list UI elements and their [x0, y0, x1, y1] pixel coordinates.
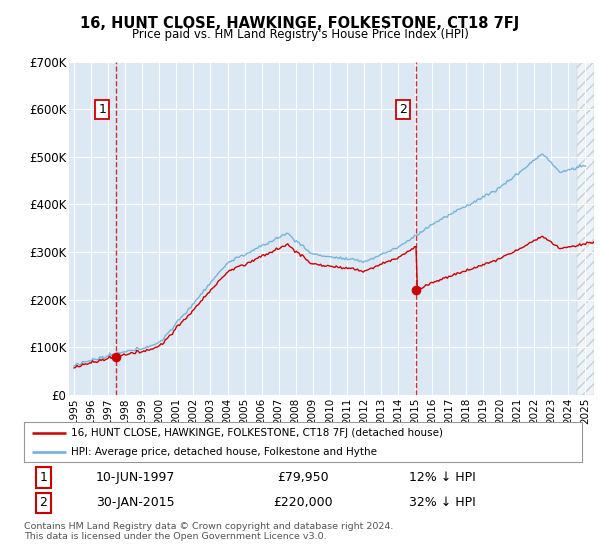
Text: Price paid vs. HM Land Registry's House Price Index (HPI): Price paid vs. HM Land Registry's House …	[131, 28, 469, 41]
Text: £220,000: £220,000	[273, 496, 333, 510]
Text: 16, HUNT CLOSE, HAWKINGE, FOLKESTONE, CT18 7FJ (detached house): 16, HUNT CLOSE, HAWKINGE, FOLKESTONE, CT…	[71, 428, 443, 438]
Text: 2: 2	[399, 102, 407, 116]
Bar	[577, 62, 594, 395]
Text: £79,950: £79,950	[277, 471, 329, 484]
Text: Contains HM Land Registry data © Crown copyright and database right 2024.
This d: Contains HM Land Registry data © Crown c…	[24, 522, 394, 542]
Text: 32% ↓ HPI: 32% ↓ HPI	[409, 496, 476, 510]
Text: 10-JUN-1997: 10-JUN-1997	[96, 471, 175, 484]
Text: 2: 2	[40, 496, 47, 510]
Text: 12% ↓ HPI: 12% ↓ HPI	[409, 471, 476, 484]
Text: 1: 1	[40, 471, 47, 484]
Text: 30-JAN-2015: 30-JAN-2015	[96, 496, 175, 510]
Text: HPI: Average price, detached house, Folkestone and Hythe: HPI: Average price, detached house, Folk…	[71, 447, 377, 457]
Text: 16, HUNT CLOSE, HAWKINGE, FOLKESTONE, CT18 7FJ: 16, HUNT CLOSE, HAWKINGE, FOLKESTONE, CT…	[80, 16, 520, 31]
Text: 1: 1	[98, 102, 106, 116]
